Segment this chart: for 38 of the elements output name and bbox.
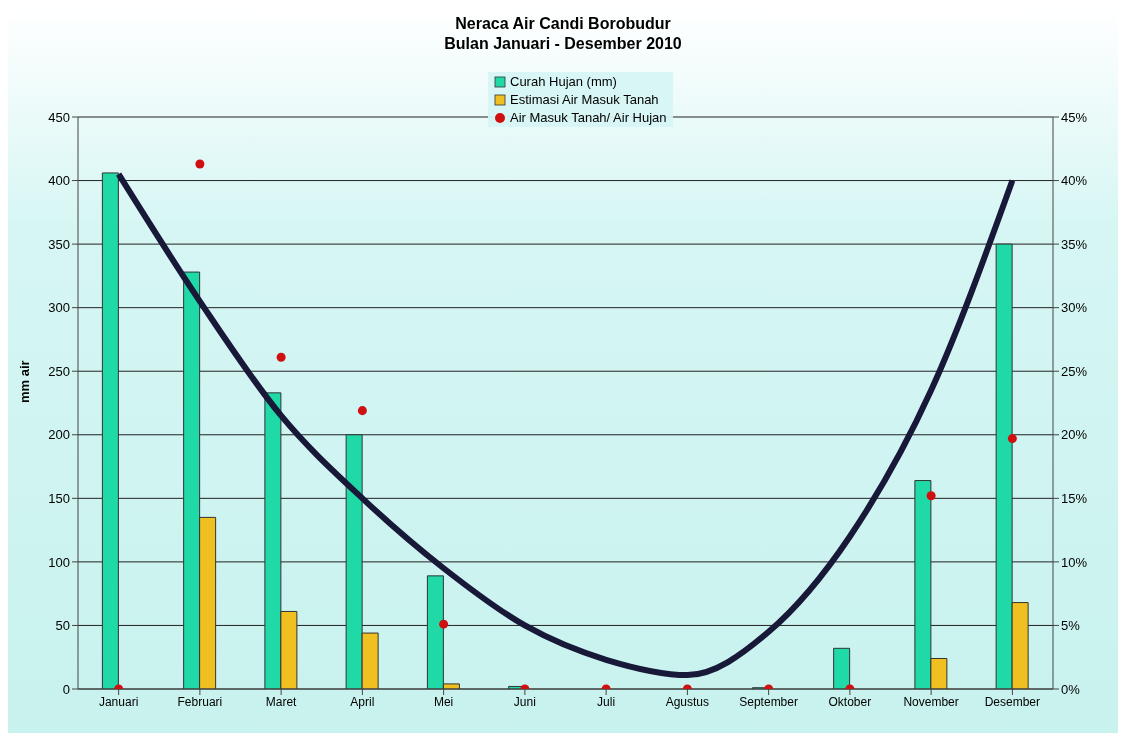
y2-tick-label: 25% — [1061, 363, 1088, 379]
x-tick-label: Maret — [265, 694, 298, 709]
y2-tick-label: 35% — [1061, 236, 1088, 252]
y2-tick-label: 0% — [1061, 681, 1081, 697]
y-tick-label: 50 — [55, 618, 70, 634]
y-tick-label: 250 — [48, 363, 70, 379]
x-tick-label: Oktober — [828, 694, 872, 709]
x-tick-label: Februari — [177, 694, 223, 709]
x-tick-label: November — [903, 694, 959, 709]
y-tick-label: 350 — [48, 236, 70, 252]
x-tick-label: April — [350, 694, 375, 709]
y2-tick-label: 40% — [1061, 173, 1088, 189]
y-tick-label: 150 — [48, 490, 70, 506]
y2-tick-label: 5% — [1061, 618, 1081, 634]
y-tick-label: 100 — [48, 554, 70, 570]
chart-title: Neraca Air Candi Borobudur — [454, 14, 672, 34]
y2-tick-label: 10% — [1061, 554, 1088, 570]
x-tick-label: Juli — [597, 694, 616, 709]
y-tick-label: 200 — [48, 427, 70, 443]
x-tick-label: Juni — [513, 694, 536, 709]
y2-tick-label: 20% — [1061, 427, 1088, 443]
legend-label: Air Masuk Tanah/ Air Hujan — [510, 110, 667, 125]
y2-tick-label: 45% — [1061, 109, 1088, 125]
chart-subtitle: Bulan Januari - Desember 2010 — [443, 34, 683, 54]
y-tick-label: 0 — [62, 681, 70, 697]
legend-label: Curah Hujan (mm) — [510, 74, 617, 89]
y2-tick-label: 30% — [1061, 300, 1088, 316]
legend-label: Estimasi Air Masuk Tanah — [510, 92, 659, 107]
x-tick-label: Mei — [433, 694, 454, 709]
y-tick-label: 300 — [48, 300, 70, 316]
y2-tick-label: 15% — [1061, 490, 1088, 506]
y-tick-label: 450 — [48, 109, 70, 125]
x-tick-label: Agustus — [665, 694, 710, 709]
x-tick-label: Januari — [98, 694, 139, 709]
x-tick-label: September — [739, 694, 798, 709]
y-tick-label: 400 — [48, 173, 70, 189]
x-tick-label: Desember — [984, 694, 1041, 709]
y-axis-title: mm air — [16, 360, 32, 403]
